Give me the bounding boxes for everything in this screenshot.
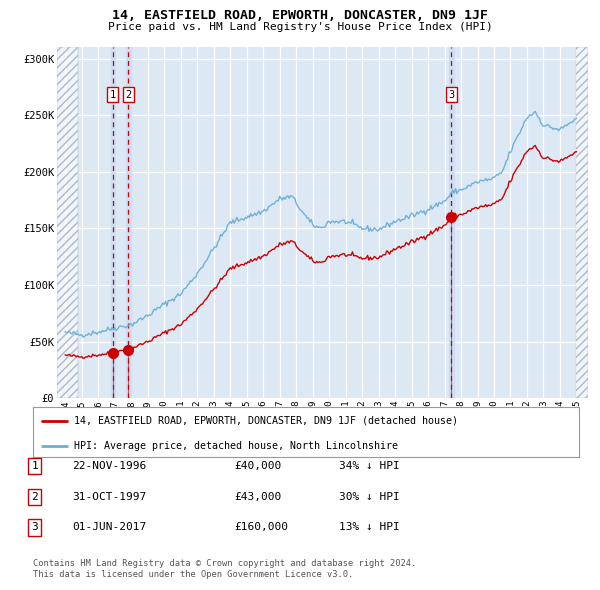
Bar	[110, 47, 115, 398]
Text: 22-NOV-1996: 22-NOV-1996	[72, 461, 146, 471]
Text: 01-JUN-2017: 01-JUN-2017	[72, 523, 146, 532]
Text: 34% ↓ HPI: 34% ↓ HPI	[339, 461, 400, 471]
Text: Price paid vs. HM Land Registry's House Price Index (HPI): Price paid vs. HM Land Registry's House …	[107, 22, 493, 32]
Text: 14, EASTFIELD ROAD, EPWORTH, DONCASTER, DN9 1JF: 14, EASTFIELD ROAD, EPWORTH, DONCASTER, …	[112, 9, 488, 22]
Text: 13% ↓ HPI: 13% ↓ HPI	[339, 523, 400, 532]
Text: 3: 3	[31, 523, 38, 532]
Text: 2: 2	[125, 90, 131, 100]
Bar	[126, 47, 131, 398]
Bar	[449, 47, 454, 398]
Text: 31-OCT-1997: 31-OCT-1997	[72, 492, 146, 502]
Text: 2: 2	[31, 492, 38, 502]
Text: £40,000: £40,000	[234, 461, 281, 471]
Text: HPI: Average price, detached house, North Lincolnshire: HPI: Average price, detached house, Nort…	[74, 441, 398, 451]
Text: £160,000: £160,000	[234, 523, 288, 532]
Text: 3: 3	[448, 90, 455, 100]
Text: 1: 1	[110, 90, 116, 100]
Text: 1: 1	[31, 461, 38, 471]
Text: Contains HM Land Registry data © Crown copyright and database right 2024.
This d: Contains HM Land Registry data © Crown c…	[33, 559, 416, 579]
Text: 14, EASTFIELD ROAD, EPWORTH, DONCASTER, DN9 1JF (detached house): 14, EASTFIELD ROAD, EPWORTH, DONCASTER, …	[74, 415, 458, 425]
Text: 30% ↓ HPI: 30% ↓ HPI	[339, 492, 400, 502]
Text: £43,000: £43,000	[234, 492, 281, 502]
